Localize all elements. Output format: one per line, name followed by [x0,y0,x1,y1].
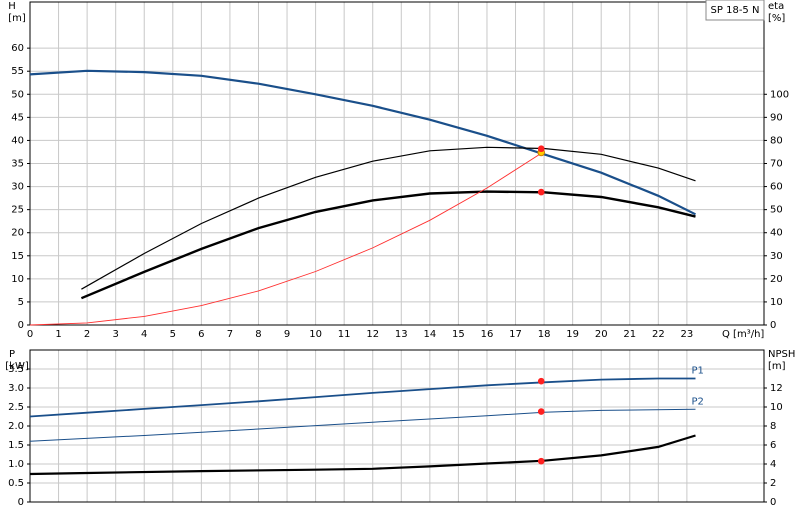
x-tick-label: 3 [112,329,118,340]
curve [29,377,696,418]
y-tick-label: 0.5 [8,478,24,489]
x-tick-label: 23 [681,329,694,340]
y-axis-label: P [9,349,15,360]
y2-tick-label: 20 [770,274,783,285]
y2-tick-label: 60 [770,182,783,193]
y-tick-label: 40 [11,135,24,146]
x-tick-label: 16 [481,329,494,340]
curve-label: P1 [691,366,703,377]
x-tick-label: 17 [509,329,522,340]
curve-label: P2 [691,396,703,407]
y-tick-label: 30 [11,182,24,193]
y2-tick-label: 0 [770,497,776,508]
title-box [705,0,765,21]
y2-tick-label: 30 [770,251,783,262]
y-tick-label: 3.0 [8,383,24,394]
duty-point [537,377,545,385]
x-tick-label: 11 [338,329,351,340]
x-tick-label: 0 [27,329,33,340]
duty-point [537,188,545,196]
curve [29,434,696,476]
chart-title: SP 18-5 N [711,5,760,16]
y-tick-label: 10 [11,274,24,285]
curve [29,151,545,326]
y-tick-label: 50 [11,89,24,100]
x-tick-label: 13 [395,329,408,340]
curve [29,69,696,216]
x-tick-label: 1 [55,329,61,340]
y-tick-label: 35 [11,159,24,170]
x-tick-label: 9 [284,329,290,340]
y2-tick-label: 70 [770,159,783,170]
x-tick-label: 2 [84,329,90,340]
y-tick-label: 60 [11,43,24,54]
duty-point [537,408,545,415]
x-tick-label: 14 [423,329,436,340]
curve [81,146,696,290]
x-tick-label: 12 [366,329,379,340]
y2-tick-label: 90 [770,112,783,123]
x-axis-label: Q [m³/h] [722,329,764,340]
x-tick-label: 19 [566,329,579,340]
y2-tick-label: 6 [770,440,776,451]
y2-tick-label: 100 [770,89,789,100]
x-tick-label: 8 [255,329,261,340]
x-tick-label: 15 [452,329,465,340]
y-tick-label: 5 [18,297,24,308]
x-tick-label: 4 [141,329,147,340]
x-tick-label: 22 [652,329,665,340]
y-tick-label: 3.5 [8,364,24,375]
y-axis-unit: [kW] [5,361,29,372]
y-tick-label: 55 [11,66,24,77]
y2-tick-label: 4 [770,459,776,470]
y2-axis-unit: [%] [768,13,785,24]
y-tick-label: 2.0 [8,421,24,432]
curve [29,408,696,442]
y2-axis-label: NPSH [768,349,795,360]
y-tick-label: 0 [18,320,24,331]
y2-tick-label: 12 [770,383,783,394]
y2-axis-label: eta [768,1,784,12]
y-tick-label: 15 [11,251,24,262]
y-tick-label: 0 [18,497,24,508]
y2-tick-label: 80 [770,135,783,146]
curve [80,190,696,300]
x-tick-label: 10 [309,329,322,340]
x-tick-label: 5 [170,329,176,340]
y2-tick-label: 10 [770,402,783,413]
x-tick-label: 18 [538,329,551,340]
y2-axis-unit: [m] [768,361,786,372]
y-tick-label: 45 [11,112,24,123]
x-tick-label: 21 [623,329,636,340]
x-tick-label: 7 [227,329,233,340]
y2-tick-label: 10 [770,297,783,308]
x-tick-label: 20 [595,329,608,340]
y-tick-label: 1.0 [8,459,24,470]
duty-point [537,457,545,465]
y2-tick-label: 50 [770,205,783,216]
y-tick-label: 2.5 [8,402,24,413]
y-tick-label: 1.5 [8,440,24,451]
duty-point [537,145,545,153]
y2-tick-label: 0 [770,320,776,331]
y2-tick-label: 40 [770,228,783,239]
y-axis-unit: [m] [8,13,26,24]
y-tick-label: 25 [11,205,24,216]
y-tick-label: 20 [11,228,24,239]
y2-tick-label: 8 [770,421,776,432]
y2-tick-label: 2 [770,478,776,489]
y-axis-label: H [8,1,16,12]
x-tick-label: 6 [198,329,204,340]
